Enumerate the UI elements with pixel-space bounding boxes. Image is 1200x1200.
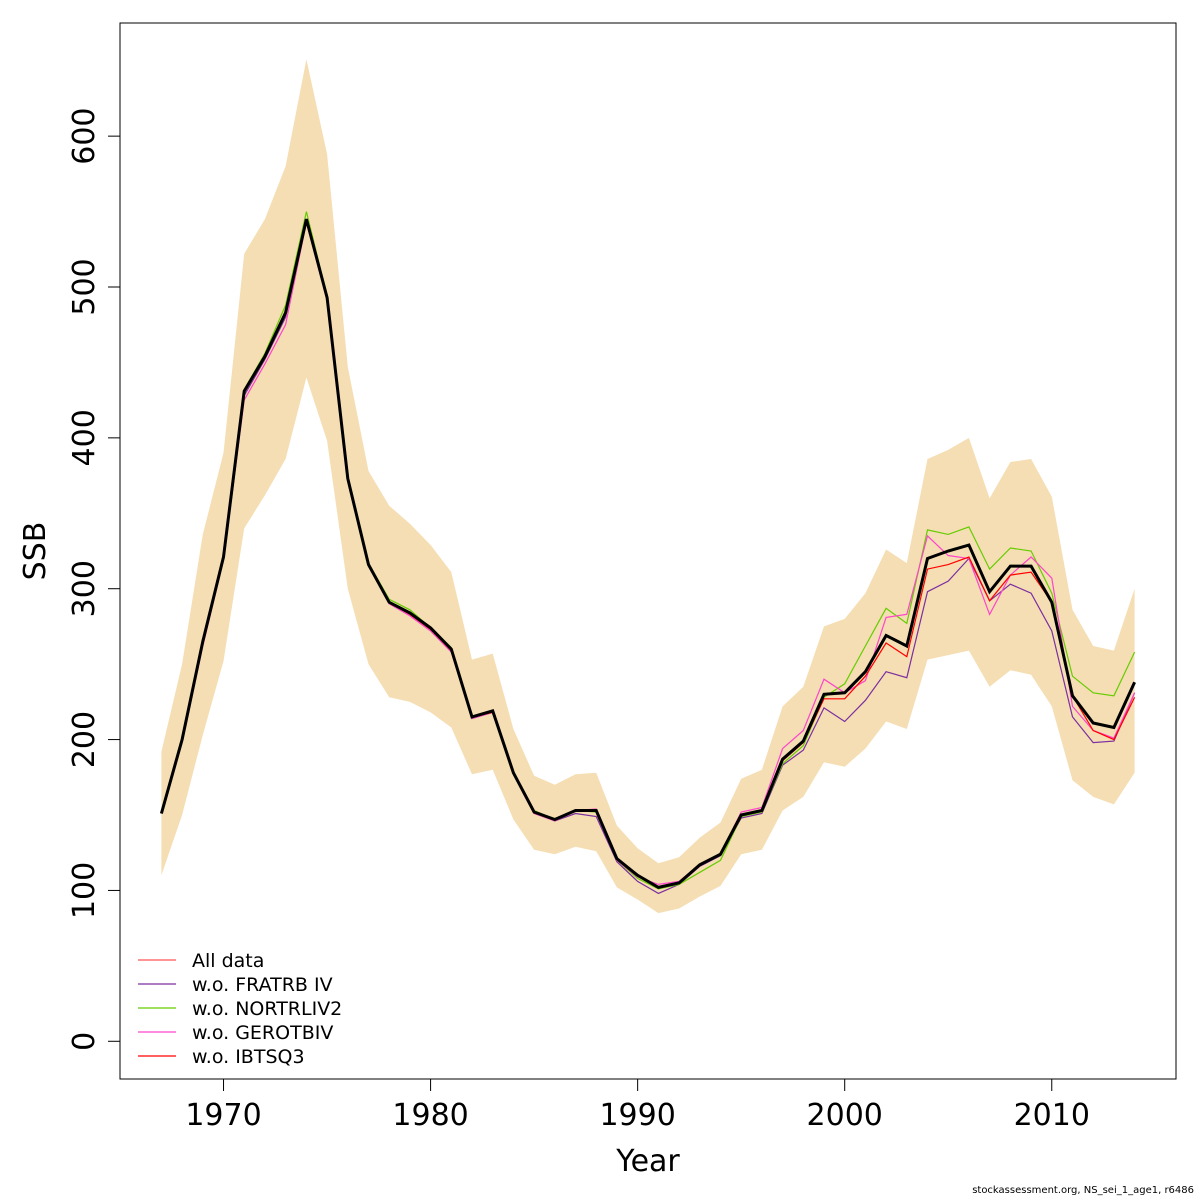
x-axis: 1970 1980 1990 2000 2010 [185,1078,1090,1133]
series-layer [159,211,1136,895]
x-axis-label: Year [615,1144,680,1179]
y-tick-label: 300 [67,560,102,617]
confidence-band [161,59,1135,914]
confidence-band-layer [161,59,1135,914]
y-tick-label: 400 [67,409,102,466]
legend-label: w.o. NORTRLIV2 [192,998,342,1020]
y-tick-label: 600 [67,108,102,165]
legend-label: w.o. IBTSQ3 [192,1046,305,1068]
y-tick-label: 200 [67,711,102,768]
footer-credit: stockassessment.org, NS_sei_1_age1, r648… [972,1185,1194,1196]
x-tick-label: 1980 [392,1098,468,1133]
x-tick-label: 2000 [807,1098,883,1133]
y-axis: 0 100 200 300 400 500 600 [67,108,121,1051]
x-tick-label: 1970 [185,1098,261,1133]
legend-label: w.o. GEROTBIV [192,1022,333,1044]
y-tick-label: 100 [67,862,102,919]
legend-label: w.o. FRATRB IV [192,974,333,996]
y-tick-label: 500 [67,258,102,315]
y-axis-label: SSB [18,522,53,581]
ssb-estimate-line [159,218,1136,889]
x-tick-label: 2010 [1014,1098,1090,1133]
y-tick-label: 0 [67,1032,102,1051]
legend-label: All data [192,950,264,972]
x-tick-label: 1990 [599,1098,675,1133]
